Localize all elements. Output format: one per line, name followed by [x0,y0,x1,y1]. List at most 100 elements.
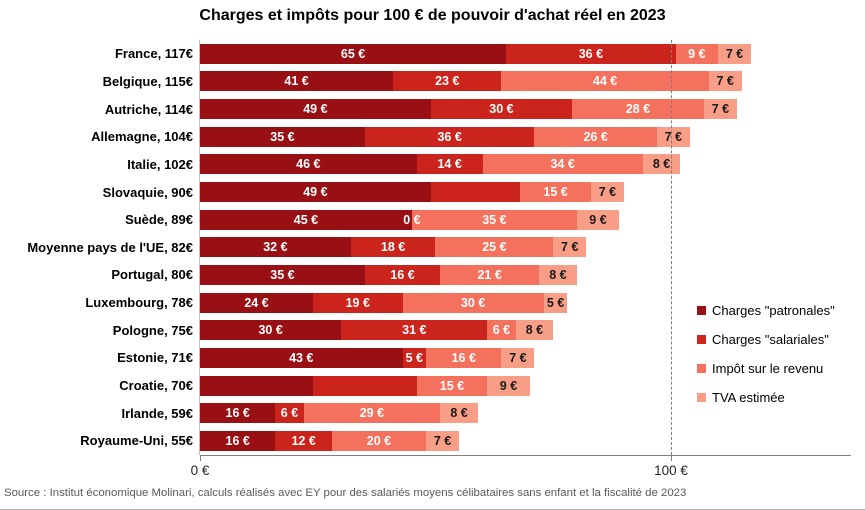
legend-item-tva-estimee: TVA estimée [697,390,865,405]
bar-segment-3: 7 € [656,126,690,147]
bar-value-label: 7 € [711,102,730,117]
bar-segment-2: 9 € [675,43,719,64]
bar-value-label: 16 € [451,350,476,365]
bar-value-label: 7 € [664,129,683,144]
stacked-bar: 65 € 36 € 9 € 7 € [200,43,752,64]
stacked-bar: 30 € 31 € 6 € 8 € [200,320,554,341]
bar-segment-0 [200,375,314,396]
bar-row-estonie: Estonie, 71€ 43 € 5 € 16 € 7 € [0,344,865,372]
bar-value-label: 16 € [390,267,415,282]
stacked-bar: 16 € 12 € 20 € 7 € [200,430,460,451]
bar-row-royaume-uni: Royaume-Uni, 55€ 16 € 12 € 20 € 7 € [0,427,865,455]
stacked-bar: 24 € 19 € 30 € 5 € [200,292,568,313]
bar-segment-2: 30 € [402,292,544,313]
x-axis-tick-label: 100 € [654,463,688,478]
bar-segment-0: 16 € [200,403,276,424]
bar-segment-1: 30 € [430,99,573,120]
bar-value-label: 30 € [489,102,514,117]
bar-value-label: 9 € [499,378,518,393]
legend: Charges "patronales" Charges "salariales… [697,303,865,419]
bar-segment-3: 5 € [543,292,568,313]
bar-value-label: 35 € [270,129,295,144]
bar-segment-1: 5 € [402,347,427,368]
stacked-bar: 45 € 0 € 35 € 9 € [200,209,620,230]
bar-segment-2: 44 € [501,71,709,92]
bar-row-portugal: Portugal, 80€ 35 € 16 € 21 € 8 € [0,261,865,289]
bar-segment-2: 15 € [520,182,591,203]
stacked-bar: 15 € 9 € [200,375,530,396]
bar-segment-2: 16 € [426,347,502,368]
bar-segment-3: 9 € [576,209,620,230]
legend-label: Charges "patronales" [712,303,835,318]
x-axis-tick [200,456,201,461]
bar-value-label: 23 € [435,74,460,89]
bar-value-label: 6 € [492,323,511,338]
bar-value-label: 15 € [439,378,465,393]
bar-row-allemagne: Allemagne, 104€ 35 € 36 € 26 € 7 € [0,123,865,151]
category-label: Italie, 102€ [127,156,193,172]
bar-segment-0: 43 € [200,347,403,368]
bar-value-label: 7 € [598,185,617,200]
bar-segment-1: 12 € [275,430,332,451]
bar-segment-2: 25 € [435,237,554,258]
bar-value-label: 46 € [296,157,321,172]
bar-segment-0: 16 € [200,430,276,451]
y-axis-line [199,40,200,455]
bar-value-label: 7 € [716,74,734,89]
bar-value-label: 6 € [280,406,299,421]
bar-segment-1: 16 € [364,264,441,285]
bar-row-france: France, 117€ 65 € 36 € 9 € 7 € [0,40,865,68]
bar-value-label: 49 € [303,102,328,117]
category-label: Portugal, 80€ [111,267,193,283]
legend-swatch-tva-icon [697,393,706,402]
category-label: Belgique, 115€ [102,73,193,89]
bar-value-label: 44 € [592,74,618,89]
bar-row-moyenne-pays-de-l-ue: Moyenne pays de l'UE, 82€ 32 € 18 € 25 € 7 € [0,233,865,261]
bar-segment-3: 8 € [642,154,681,175]
bar-segment-1: 14 € [416,154,483,175]
gridline-100 [671,40,672,455]
bar-segment-3: 7 € [553,237,587,258]
bar-segment-2: 26 € [534,126,657,147]
bar-value-label: 7 € [433,433,452,448]
bar-segment-1: 23 € [393,71,502,92]
bar-row-irlande: Irlande, 59€ 16 € 6 € 29 € 8 € [0,399,865,427]
bar-value-label: 28 € [625,102,651,117]
bar-value-label: 45 € [293,212,319,227]
bar-segment-3: 8 € [515,320,554,341]
source-note: Source : Institut économique Molinari, c… [4,487,687,499]
stacked-bar: 49 € 30 € 28 € 7 € [200,99,737,120]
bar-row-slovaquie: Slovaquie, 90€ 49 € 15 € 7 € [0,178,865,206]
legend-swatch-patronales-icon [697,306,706,315]
bar-value-label: 14 € [437,157,462,172]
stacked-bar: 35 € 36 € 26 € 7 € [200,126,690,147]
bar-segment-0: 46 € [200,154,417,175]
bar-value-label: 9 € [589,212,607,227]
category-label: France, 117€ [114,46,193,62]
bar-value-label: 21 € [477,267,502,282]
bar-segment-3: 7 € [501,347,535,368]
category-label: Luxembourg, 78€ [85,295,193,311]
category-label: Pologne, 75€ [112,322,193,338]
bar-row-italie: Italie, 102€ 46 € 14 € 34 € 8 € [0,151,865,179]
bar-value-label: 41 € [284,74,309,89]
bar-value-label: 19 € [345,295,370,310]
bar-segment-1: 6 € [275,403,304,424]
bar-row-pologne: Pologne, 75€ 30 € 31 € 6 € 8 € [0,316,865,344]
x-axis-tick [671,456,672,461]
bar-segment-1: 31 € [341,320,488,341]
bar-segment-0: 65 € [200,43,507,64]
bar-value-label: 7 € [561,240,579,255]
bar-value-label: 12 € [291,433,316,448]
bar-value-label: 32 € [263,240,288,255]
bar-value-label: 43 € [289,350,314,365]
bar-value-label: 29 € [359,406,385,421]
category-label: Slovaquie, 90€ [102,184,193,200]
bar-value-label: 7 € [725,46,744,61]
bar-segment-2: 29 € [303,403,441,424]
bar-row-su-de: Suède, 89€ 45 € 0 € 35 € 9 € [0,206,865,234]
bar-segment-0: 35 € [200,126,365,147]
bar-value-label: 49 € [303,185,328,200]
bar-segment-1: 18 € [350,237,436,258]
